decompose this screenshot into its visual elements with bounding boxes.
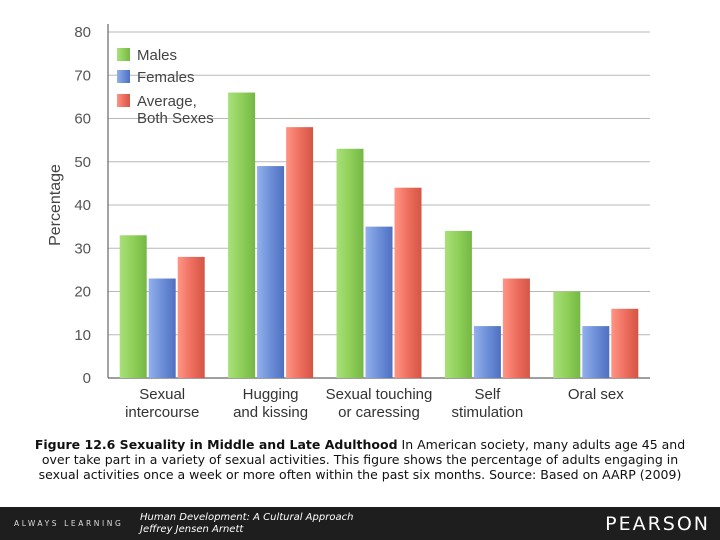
x-category-label: Sexual intercourse [125,386,199,421]
pearson-logo: PEARSON [605,513,710,535]
caption-figure-title: Figure 12.6 Sexuality in Middle and Late… [34,437,398,452]
bar-females-3 [365,226,393,378]
y-axis-title: Percentage [47,164,64,246]
book-author: Jeffrey Jensen Arnett [140,524,244,535]
legend: Males Females Average, Both Sexes [117,47,214,127]
figure-caption: Figure 12.6 Sexuality in Middle and Late… [30,437,690,482]
axis-labels: 0 10 20 30 40 50 60 70 80 Percentage Sexual interco… [47,24,624,421]
footer-bar: ALWAYS LEARNING Human Development: A Cul… [0,507,720,540]
book-title: Human Development: A Cultural Approach [140,512,354,523]
x-category-label: Self stimulation [452,386,524,421]
bar-males-5 [553,291,581,378]
x-category-label: Hugging and kissing [233,386,308,421]
bar-average-both-sexes-3 [394,187,422,378]
y-tick-label: 0 [83,370,91,387]
legend-label: Males [137,47,177,64]
always-learning-tagline: ALWAYS LEARNING [14,519,124,528]
bar-males-4 [444,230,472,378]
bar-average-both-sexes-4 [502,278,530,378]
bar-males-2 [228,92,256,379]
legend-label: Females [137,69,195,86]
bar-females-1 [148,278,176,378]
y-tick-label: 80 [74,24,91,41]
bar-females-5 [582,326,610,378]
bar-chart: 0 10 20 30 40 50 60 70 80 Percentage Sexual interco… [47,24,650,421]
y-tick-label: 60 [74,111,91,128]
legend-swatch [117,94,130,107]
bar-females-4 [473,326,501,378]
bar-average-both-sexes-2 [286,127,314,379]
book-info: Human Development: A Cultural Approach J… [140,512,353,536]
bar-females-2 [257,166,285,378]
x-category-label: Sexual touching or caressing [326,386,433,421]
y-tick-label: 10 [74,327,91,344]
bars [119,92,639,379]
y-tick-label: 70 [74,67,91,84]
caption-text: In American society, many adults age 45 … [38,437,686,482]
bar-average-both-sexes-1 [177,256,205,378]
legend-swatch [117,70,130,83]
x-category-label: Oral sex [568,386,624,403]
y-tick-label: 40 [74,197,91,214]
bar-males-1 [119,235,147,378]
y-tick-label: 20 [74,284,91,301]
bar-males-3 [336,148,364,378]
y-tick-label: 50 [74,154,91,171]
legend-label: Average, Both Sexes [137,93,214,127]
legend-swatch [117,48,130,61]
bar-average-both-sexes-5 [611,308,639,378]
y-tick-label: 30 [74,240,91,257]
